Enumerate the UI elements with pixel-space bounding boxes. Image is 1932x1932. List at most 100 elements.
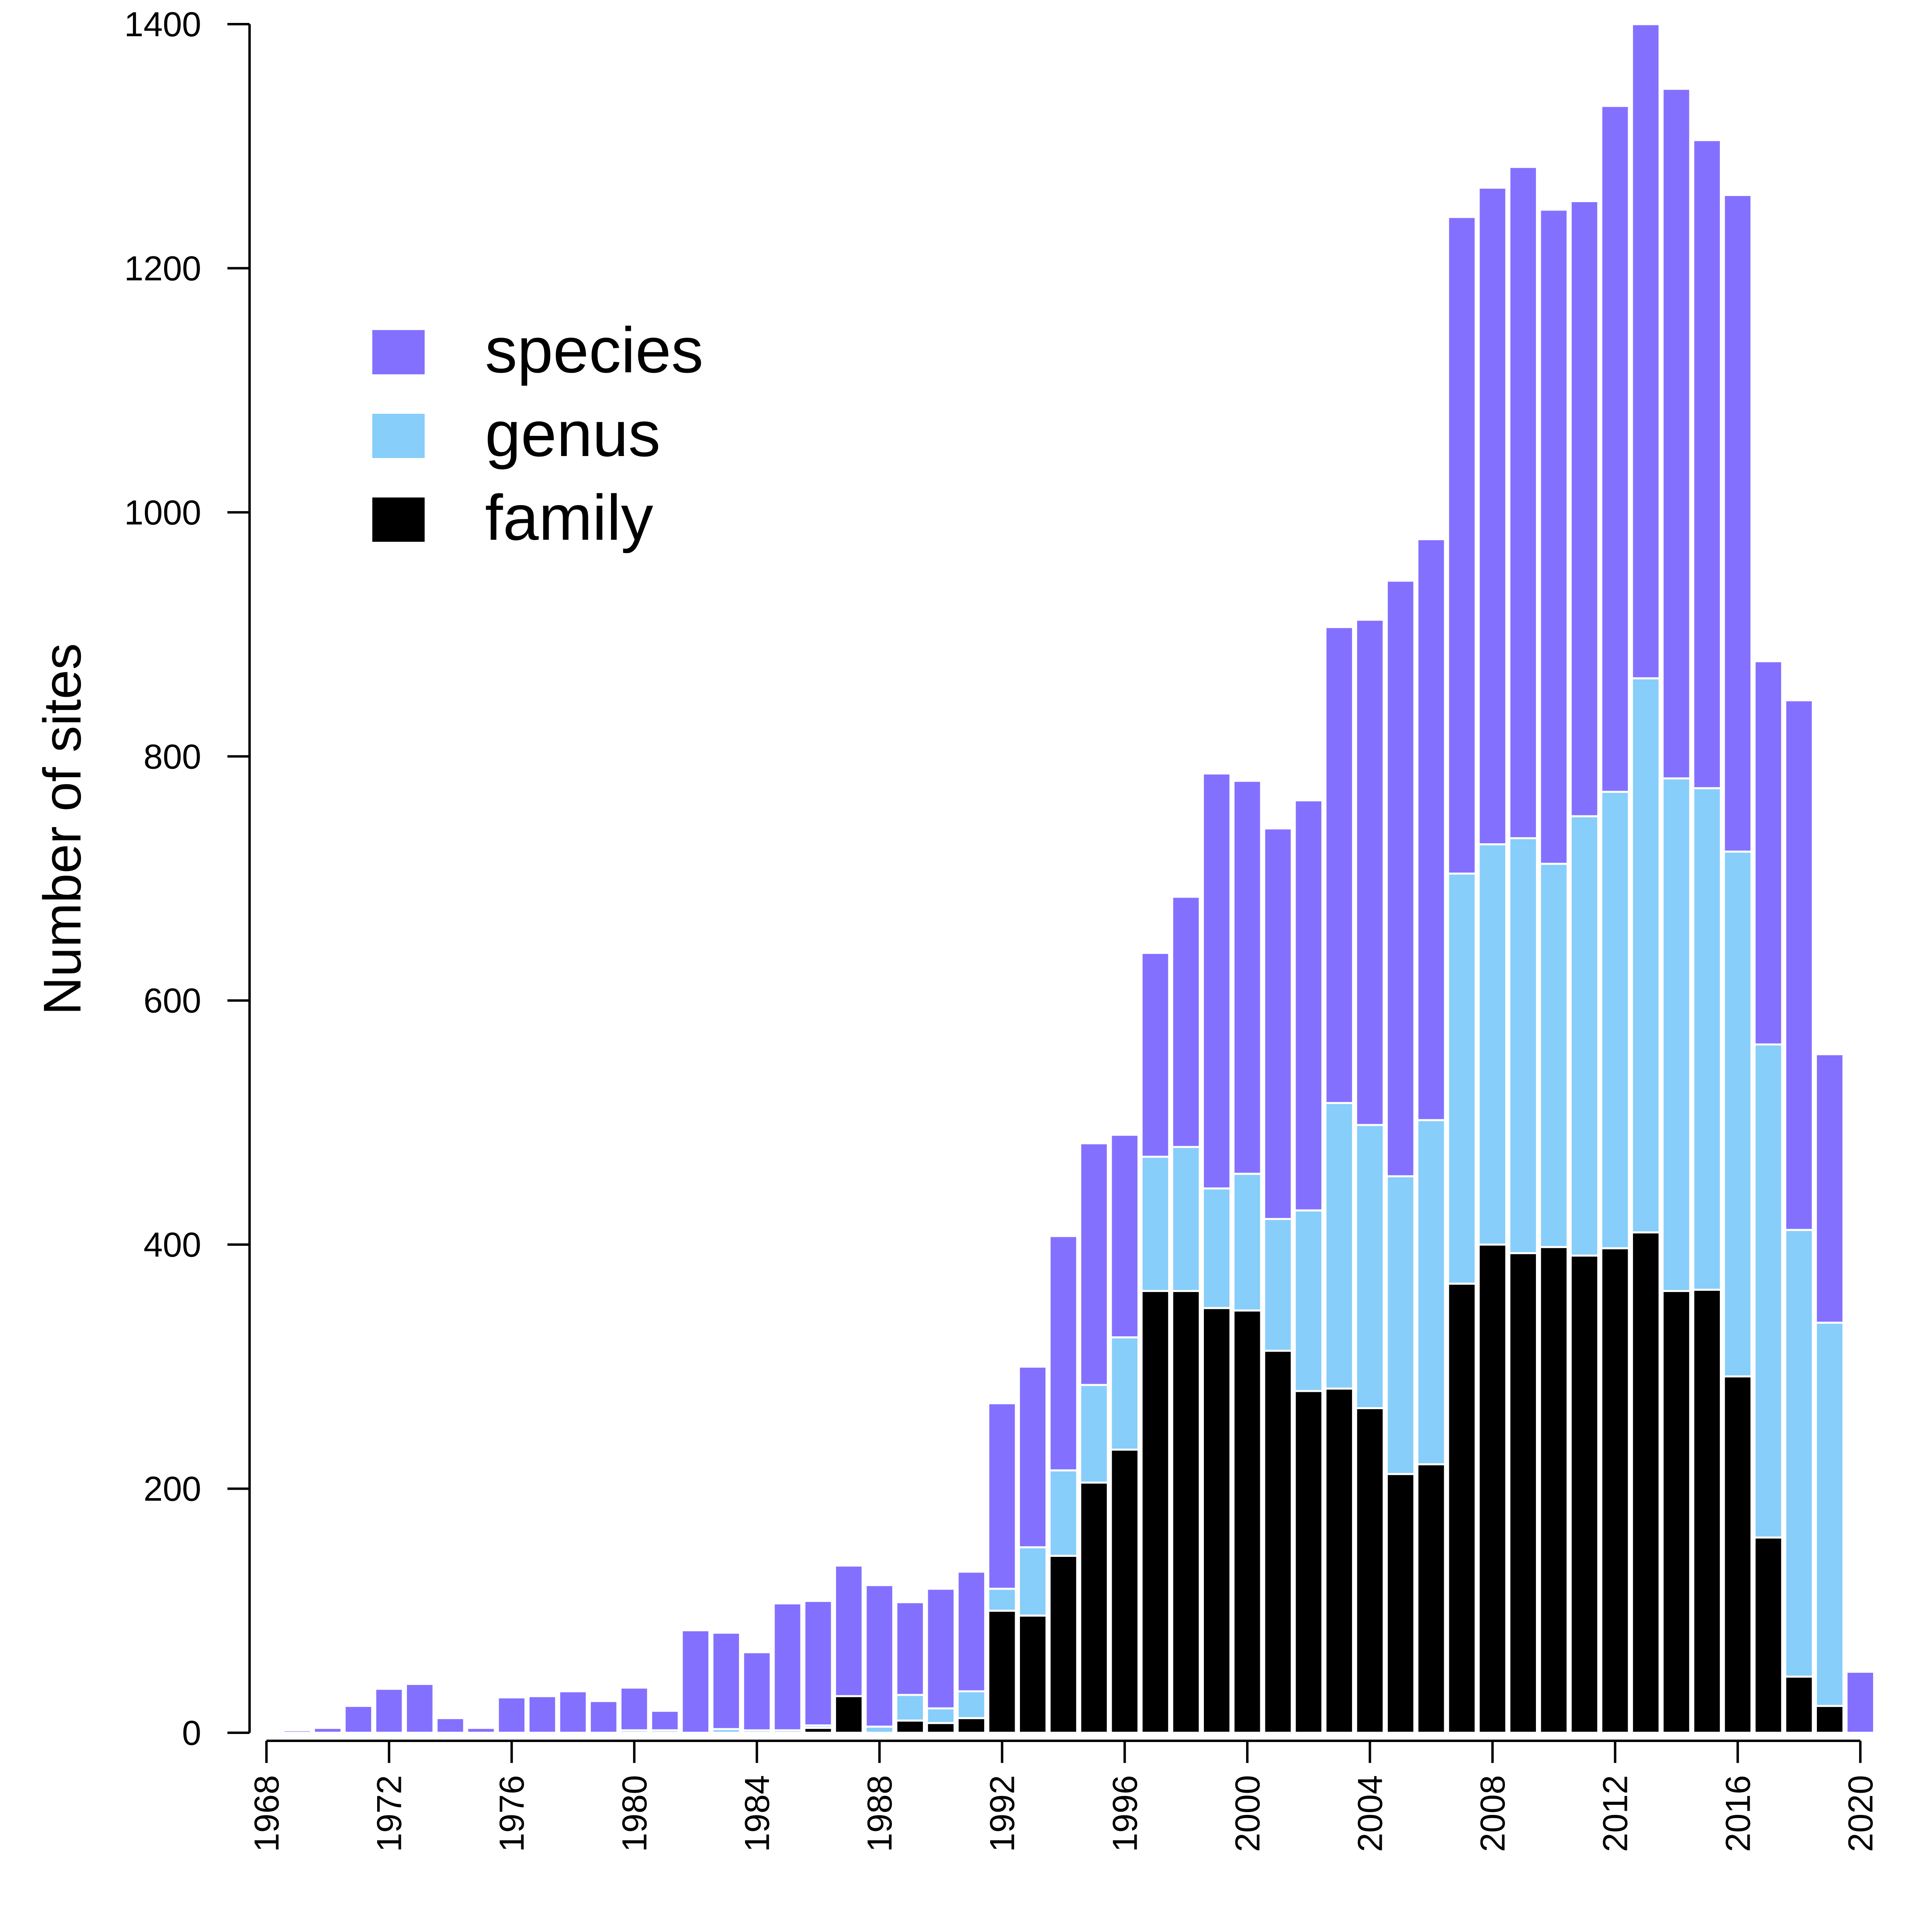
bar-genus-1996 <box>1110 1336 1139 1451</box>
bar-genus-1998 <box>1171 1146 1201 1292</box>
bar-genus-2008 <box>1478 843 1507 1246</box>
bar-genus-1999 <box>1202 1187 1232 1309</box>
bar-genus-2011 <box>1569 815 1600 1257</box>
bar-species-1985 <box>772 1602 803 1732</box>
bar-species-1978 <box>558 1690 588 1734</box>
bar-species-2006 <box>1416 538 1446 1121</box>
bar-family-1993 <box>1018 1614 1048 1734</box>
bar-species-2008 <box>1478 186 1507 846</box>
bar-genus-2010 <box>1539 863 1569 1248</box>
bar-genus-2013 <box>1631 677 1661 1234</box>
bar-species-1994 <box>1049 1235 1078 1472</box>
x-tick-label-1968: 1968 <box>248 1775 286 1852</box>
bar-genus-1989 <box>895 1694 925 1722</box>
bar-family-1999 <box>1202 1307 1232 1734</box>
bar-genus-2019 <box>1815 1321 1845 1707</box>
bar-genus-2017 <box>1753 1043 1783 1539</box>
bar-genus-2015 <box>1692 787 1722 1291</box>
x-tick-label-1984: 1984 <box>738 1775 776 1852</box>
bar-family-1992 <box>987 1610 1017 1734</box>
bar-species-2018 <box>1784 699 1814 1231</box>
bar-genus-1992 <box>987 1587 1017 1612</box>
bar-species-1977 <box>527 1695 557 1734</box>
bar-family-2012 <box>1600 1247 1630 1734</box>
bar-genus-2016 <box>1723 850 1752 1378</box>
legend-label-family: family <box>485 481 653 553</box>
bar-family-2013 <box>1631 1231 1661 1734</box>
x-tick-label-1976: 1976 <box>493 1775 531 1852</box>
x-tick-label-2012: 2012 <box>1596 1775 1635 1852</box>
bar-species-2013 <box>1631 23 1661 679</box>
legend-label-genus: genus <box>485 398 661 470</box>
bar-species-2010 <box>1539 208 1569 865</box>
bar-species-1997 <box>1140 952 1170 1158</box>
bar-genus-1993 <box>1018 1546 1048 1617</box>
bar-family-2014 <box>1662 1290 1691 1734</box>
bar-species-1974 <box>436 1717 465 1734</box>
bar-species-1999 <box>1202 772 1232 1190</box>
bar-genus-1994 <box>1049 1469 1078 1557</box>
bar-family-1994 <box>1049 1554 1078 1734</box>
bar-family-2002 <box>1294 1390 1323 1734</box>
bar-species-2012 <box>1600 105 1630 793</box>
x-tick-label-2008: 2008 <box>1474 1775 1512 1852</box>
bar-species-1971 <box>343 1705 374 1734</box>
bar-species-1996 <box>1110 1133 1139 1339</box>
bar-species-1969 <box>282 1729 312 1734</box>
bar-species-1975 <box>466 1727 496 1734</box>
bar-species-2004 <box>1355 619 1385 1126</box>
bar-family-2009 <box>1508 1252 1538 1734</box>
bar-species-1976 <box>497 1696 526 1734</box>
bar-genus-2003 <box>1324 1102 1354 1390</box>
legend-swatch-species <box>372 330 425 374</box>
bar-species-2017 <box>1753 660 1783 1046</box>
bar-family-2005 <box>1385 1473 1416 1734</box>
bar-family-2017 <box>1753 1536 1783 1734</box>
bar-family-2015 <box>1692 1288 1722 1734</box>
bar-species-1998 <box>1171 896 1201 1148</box>
bar-species-2016 <box>1723 194 1752 853</box>
bar-family-2006 <box>1416 1463 1446 1734</box>
y-tick-label-800: 800 <box>144 737 202 776</box>
bar-species-1991 <box>956 1571 987 1693</box>
x-axis: 1968 1972 1976 1980 1984 1988 1992 1996 2000 2004… <box>248 1740 1880 1852</box>
bar-species-1993 <box>1018 1365 1048 1548</box>
bar-family-2019 <box>1815 1705 1845 1734</box>
bar-species-1990 <box>926 1587 956 1709</box>
bar-genus-2007 <box>1447 872 1477 1285</box>
bar-genus-2000 <box>1232 1172 1262 1312</box>
bar-species-1979 <box>588 1700 619 1734</box>
y-tick-label-1400: 1400 <box>124 5 201 44</box>
bar-genus-2004 <box>1355 1124 1385 1409</box>
x-tick-label-1972: 1972 <box>370 1775 409 1852</box>
bar-family-1987 <box>834 1695 864 1734</box>
bar-family-1990 <box>926 1722 956 1734</box>
bar-species-2020 <box>1845 1670 1875 1734</box>
bar-genus-1997 <box>1140 1156 1170 1292</box>
bar-species-1972 <box>374 1688 404 1734</box>
bar-family-2007 <box>1447 1282 1477 1734</box>
bar-species-2007 <box>1447 216 1477 875</box>
y-axis: 0 200 400 600 800 1000 1200 1400 <box>124 5 251 1752</box>
y-tick-label-1200: 1200 <box>124 249 201 288</box>
bar-species-2003 <box>1324 626 1354 1104</box>
bar-family-2018 <box>1784 1676 1814 1734</box>
y-tick-label-1000: 1000 <box>124 493 201 532</box>
bar-species-1983 <box>711 1631 741 1730</box>
x-tick-label-1992: 1992 <box>983 1775 1022 1852</box>
bar-family-1998 <box>1171 1290 1201 1734</box>
bar-genus-2005 <box>1385 1175 1416 1475</box>
bar-species-2002 <box>1294 799 1323 1212</box>
bar-genus-2006 <box>1416 1119 1446 1466</box>
bar-species-1989 <box>895 1601 925 1696</box>
x-tick-label-2004: 2004 <box>1351 1775 1389 1852</box>
bar-species-1992 <box>987 1402 1017 1590</box>
bar-species-1981 <box>650 1709 680 1732</box>
x-tick-label-1988: 1988 <box>861 1775 899 1852</box>
bar-species-1988 <box>865 1584 894 1728</box>
legend: species genus family <box>372 314 704 553</box>
bar-genus-2014 <box>1662 777 1691 1292</box>
bar-species-1984 <box>742 1651 772 1732</box>
